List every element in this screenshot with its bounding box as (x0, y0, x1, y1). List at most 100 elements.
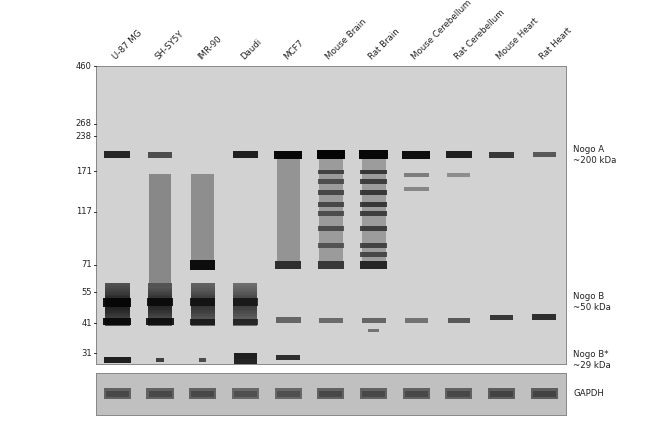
Bar (360, 261, 387, 269)
Bar (274, 151, 302, 159)
Bar (317, 388, 344, 400)
Bar (190, 296, 214, 298)
Bar (233, 325, 257, 326)
Bar (190, 314, 214, 316)
Bar (190, 286, 214, 288)
Text: 238: 238 (75, 132, 92, 141)
Bar (105, 284, 129, 286)
Bar (233, 319, 258, 325)
Bar (445, 388, 473, 400)
Bar (147, 298, 173, 306)
Bar (233, 286, 257, 288)
Bar (274, 388, 302, 400)
Bar (233, 299, 258, 306)
Bar (148, 319, 172, 320)
Bar (533, 391, 556, 396)
Bar (404, 173, 428, 177)
Bar (190, 319, 214, 320)
Text: 41: 41 (81, 319, 92, 328)
Bar (233, 314, 257, 316)
Bar (233, 301, 257, 303)
Bar (318, 243, 344, 248)
Bar (233, 294, 257, 295)
Bar (190, 299, 215, 306)
Bar (190, 283, 214, 284)
Bar (233, 296, 257, 298)
Bar (490, 391, 514, 396)
Bar (148, 310, 172, 311)
Bar (148, 291, 172, 292)
Bar (361, 179, 387, 184)
Text: 117: 117 (76, 207, 92, 216)
Bar (105, 306, 129, 307)
Bar (191, 391, 214, 396)
Text: U-87 MG: U-87 MG (111, 29, 144, 62)
Bar (105, 283, 129, 284)
Bar (148, 391, 172, 396)
Bar (233, 151, 258, 158)
Bar (148, 316, 172, 318)
Bar (106, 391, 129, 396)
Bar (105, 289, 129, 291)
Bar (405, 391, 428, 396)
Bar (404, 187, 428, 191)
Bar (190, 292, 214, 294)
Bar (233, 313, 257, 314)
Text: Nogo B
~50 kDa: Nogo B ~50 kDa (573, 292, 611, 312)
Bar (233, 307, 257, 308)
Bar (190, 313, 214, 314)
Bar (319, 391, 343, 396)
Bar (447, 391, 471, 396)
Bar (105, 318, 129, 319)
Text: IMR-90: IMR-90 (196, 34, 224, 62)
Bar (233, 292, 257, 294)
Bar (191, 174, 214, 262)
Bar (532, 314, 556, 320)
Bar (148, 323, 172, 325)
Bar (233, 310, 257, 311)
Text: 460: 460 (76, 62, 92, 71)
Text: 71: 71 (81, 260, 92, 269)
Bar (233, 284, 257, 286)
Bar (148, 311, 172, 313)
Bar (148, 298, 172, 299)
Bar (233, 289, 257, 291)
Text: Rat Brain: Rat Brain (367, 27, 402, 62)
Bar (361, 202, 387, 207)
Bar (318, 170, 344, 175)
Bar (276, 318, 301, 323)
Bar (148, 286, 172, 288)
Bar (361, 190, 387, 195)
Bar (446, 151, 472, 158)
Bar (318, 202, 344, 207)
Text: Mouse Cerebellum: Mouse Cerebellum (410, 0, 473, 62)
Bar (233, 304, 257, 306)
Bar (190, 289, 214, 291)
Bar (148, 322, 172, 323)
Bar (189, 388, 216, 400)
Bar (235, 353, 257, 359)
Bar (190, 322, 214, 323)
Bar (105, 291, 129, 292)
Bar (190, 311, 214, 313)
Bar (233, 303, 257, 304)
Bar (190, 319, 215, 325)
Text: 171: 171 (76, 167, 92, 176)
Bar (104, 357, 131, 363)
Bar (190, 307, 214, 308)
Bar (319, 159, 343, 262)
Bar (190, 320, 214, 322)
Bar (190, 291, 214, 292)
Bar (105, 314, 129, 316)
Bar (105, 319, 129, 320)
Bar (148, 292, 172, 294)
Bar (318, 226, 344, 231)
Bar (447, 173, 471, 177)
Bar (233, 308, 257, 310)
Bar (200, 359, 206, 362)
Bar (233, 323, 257, 325)
Bar (362, 391, 385, 396)
Bar (105, 288, 129, 289)
Bar (233, 298, 257, 299)
Bar (361, 159, 385, 262)
